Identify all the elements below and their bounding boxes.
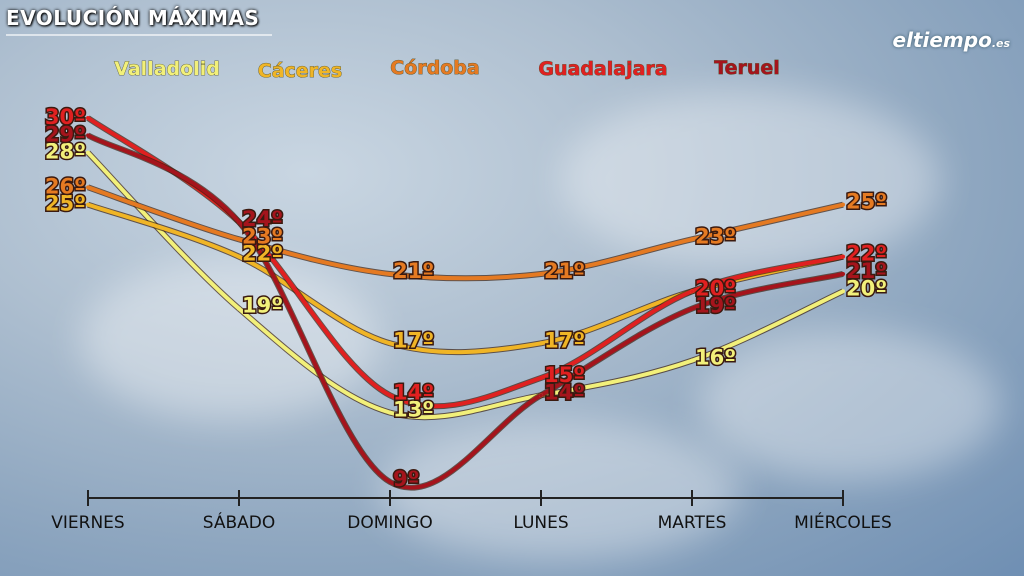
data-label: 24º — [242, 207, 283, 231]
data-label: 19º — [695, 294, 736, 318]
data-point — [841, 271, 845, 276]
data-point — [388, 410, 392, 415]
data-point — [237, 237, 241, 242]
data-label: 16º — [695, 346, 736, 370]
data-label: 9º — [393, 467, 419, 491]
data-label: 22º — [846, 242, 887, 266]
legend-entry: Valladolid — [114, 58, 220, 80]
data-label: 20º — [695, 276, 736, 300]
data-point — [237, 219, 241, 224]
data-label: 15º — [544, 363, 585, 387]
data-label: 19º — [242, 294, 283, 318]
data-point — [86, 116, 90, 120]
data-label: 28º — [45, 140, 86, 164]
x-tick-label: MIÉRCOLES — [794, 511, 892, 533]
data-point — [690, 289, 694, 294]
data-label: 14º — [393, 380, 434, 404]
data-label: 23º — [242, 224, 283, 248]
series-line-córdoba — [87, 185, 844, 281]
data-label: 21º — [393, 259, 434, 283]
data-point — [690, 306, 694, 311]
x-tick-label: DOMINGO — [347, 513, 432, 533]
data-label: 21º — [544, 259, 585, 283]
data-point — [86, 133, 90, 138]
data-point — [388, 393, 392, 398]
data-point — [388, 479, 392, 484]
x-tick-label: SÁBADO — [203, 511, 276, 533]
data-point — [539, 271, 543, 276]
brand-suffix: .es — [991, 37, 1010, 50]
x-tick-label: VIERNES — [51, 513, 124, 533]
series-line-valladolid — [86, 151, 844, 420]
data-point — [539, 341, 543, 346]
brand-name: eltiempo — [892, 28, 992, 52]
data-point — [841, 289, 845, 294]
legend-entry: Cáceres — [258, 60, 342, 82]
data-point — [539, 375, 543, 380]
legend-entry: Córdoba — [390, 57, 479, 79]
brand-logo: eltiempo.es — [893, 28, 1010, 52]
cloud — [700, 330, 1000, 480]
cloud — [560, 90, 940, 270]
data-point — [86, 202, 90, 207]
data-label: 14º — [544, 380, 585, 404]
data-label: 30º — [45, 105, 86, 129]
legend-entry: Guadalajara — [538, 58, 667, 80]
data-label: 22º — [242, 242, 283, 266]
data-label: 17º — [544, 328, 585, 352]
data-label: 25º — [45, 192, 86, 216]
data-label: 25º — [846, 190, 887, 214]
title-underline — [6, 34, 272, 36]
data-point — [237, 306, 241, 311]
data-label: 17º — [393, 328, 434, 352]
x-tick-label: LUNES — [513, 513, 568, 533]
data-label: 21º — [846, 259, 887, 283]
data-point — [690, 358, 694, 363]
data-point — [86, 150, 90, 155]
data-point — [388, 341, 392, 346]
data-label: 13º — [393, 398, 434, 422]
data-label: 29º — [45, 122, 86, 146]
data-point — [841, 202, 845, 207]
chart-title: EVOLUCIÓN MÁXIMAS — [6, 6, 260, 30]
data-label: 26º — [45, 174, 86, 198]
cloud — [380, 420, 740, 560]
data-point — [237, 254, 241, 259]
data-label: 20º — [846, 276, 887, 300]
data-point — [539, 393, 543, 398]
data-label: 23º — [695, 224, 736, 248]
data-point — [388, 271, 392, 276]
data-point — [86, 185, 90, 190]
legend-entry: Teruel — [714, 57, 780, 79]
x-tick-label: MARTES — [658, 513, 727, 533]
data-point — [841, 254, 845, 259]
data-point — [690, 237, 694, 242]
